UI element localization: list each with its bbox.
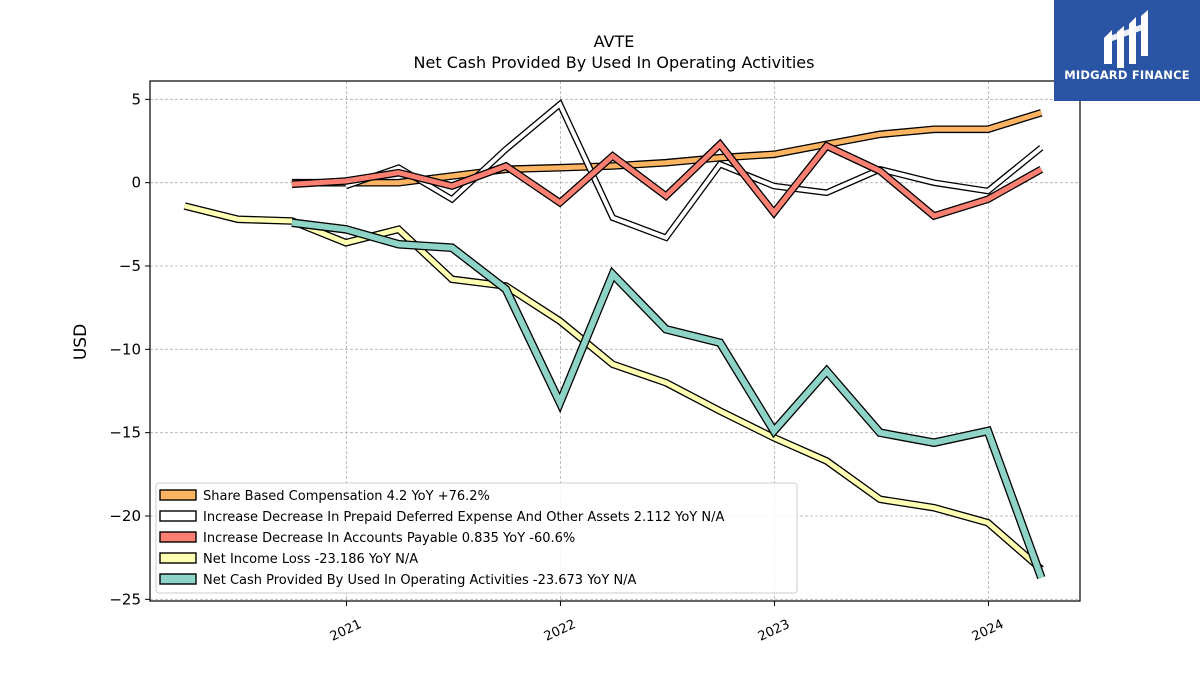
y-tick-label: −15 [109, 424, 141, 442]
x-tick-label: 2022 [542, 617, 578, 645]
legend-swatch [159, 573, 197, 585]
legend-entry: Increase Decrease In Prepaid Deferred Ex… [203, 510, 724, 525]
series-stroke [291, 140, 1043, 219]
plot-series [183, 99, 1046, 580]
chart-title: AVTE [594, 32, 635, 51]
plot-frame [149, 80, 1081, 602]
legend-entry: Increase Decrease In Accounts Payable 0.… [203, 531, 575, 546]
x-tick-label: 2023 [756, 617, 792, 645]
y-tick-label: −25 [109, 590, 141, 608]
legend-swatch [159, 552, 197, 564]
chart-subtitle: Net Cash Provided By Used In Operating A… [414, 53, 815, 72]
y-tick-label: 5 [131, 90, 141, 108]
series-stroke [183, 203, 1043, 572]
brand-logo: MIDGARD FINANCE [1054, 0, 1200, 101]
legend-entry: Share Based Compensation 4.2 YoY +76.2% [203, 489, 490, 504]
x-tick-label: 2024 [970, 617, 1006, 645]
legend: Share Based Compensation 4.2 YoY +76.2% I… [155, 482, 798, 594]
legend-swatch [159, 489, 197, 501]
legend-frame [155, 482, 798, 594]
y-tick-label: −5 [119, 257, 141, 275]
legend-entry: Net Cash Provided By Used In Operating A… [203, 573, 637, 588]
legend-swatch [159, 531, 197, 543]
brand-name: MIDGARD FINANCE [1064, 68, 1190, 82]
midgard-logo-icon [1104, 10, 1148, 68]
y-axis-label: USD [71, 324, 91, 360]
series-stroke [291, 219, 1045, 579]
y-tick-label: 0 [131, 174, 141, 192]
legend-entry: Net Income Loss -23.186 YoY N/A [203, 552, 418, 567]
series-line [291, 218, 1046, 580]
y-tick-label: −20 [109, 507, 141, 525]
series-line [344, 99, 1044, 242]
series-line [291, 138, 1044, 221]
x-tick-label: 2021 [328, 617, 364, 645]
series-line [183, 202, 1044, 573]
legend-swatch [159, 510, 197, 522]
y-tick-label: −10 [109, 340, 141, 358]
series-stroke [345, 101, 1043, 241]
